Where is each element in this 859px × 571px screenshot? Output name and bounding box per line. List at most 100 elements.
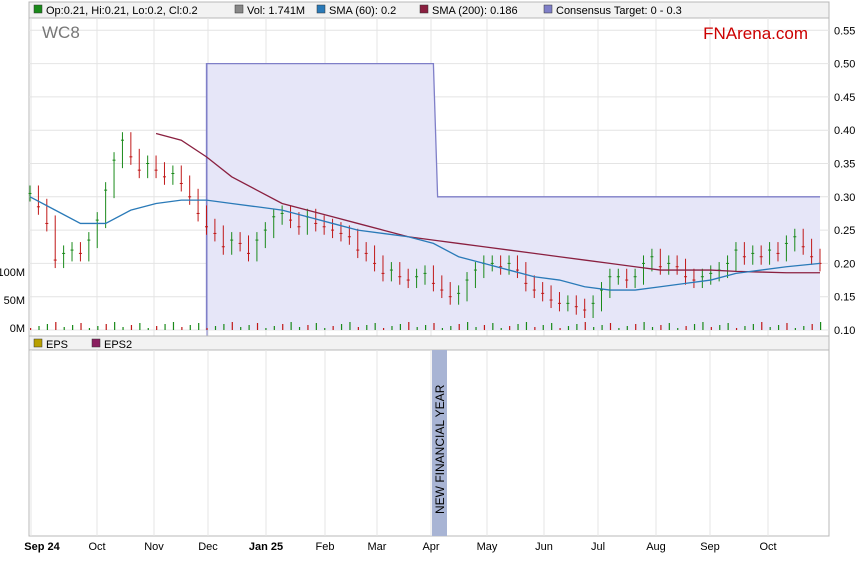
volume-bar xyxy=(374,323,376,330)
new-financial-year-label: NEW FINANCIAL YEAR xyxy=(433,384,447,514)
volume-tick-label: 100M xyxy=(0,267,25,279)
volume-bar xyxy=(382,328,385,330)
price-axis: 0.55 0.50 0.45 0.40 0.35 0.30 0.25 0.20 0.15 0.10 xyxy=(834,25,855,337)
legend-label: Consensus Target: 0 - 0.3 xyxy=(556,5,682,17)
volume-bar xyxy=(340,324,343,330)
volume-bar xyxy=(467,322,469,330)
volume-bars xyxy=(30,322,822,330)
volume-bar xyxy=(315,323,317,330)
volume-bar xyxy=(97,326,99,330)
brand-logo: FNArena.com xyxy=(703,24,808,43)
volume-bar xyxy=(441,328,444,330)
month-label: Aug xyxy=(646,541,666,553)
volume-bar xyxy=(794,328,796,330)
volume-bar xyxy=(206,328,208,330)
month-label: Nov xyxy=(144,541,164,553)
sma200-line xyxy=(155,132,820,274)
volume-bar xyxy=(248,325,250,330)
volume-bar xyxy=(240,327,242,330)
volume-bar xyxy=(181,327,183,330)
legend-swatch xyxy=(91,338,101,348)
volume-bar xyxy=(307,325,309,330)
volume-bar xyxy=(273,326,275,330)
volume-bar xyxy=(803,326,805,330)
volume-bar xyxy=(357,327,359,330)
volume-bar xyxy=(256,323,259,330)
volume-bar xyxy=(189,325,191,330)
volume-bar xyxy=(626,326,628,330)
volume-bar xyxy=(777,325,780,330)
price-tick-label: 0.50 xyxy=(834,59,855,71)
volume-bar xyxy=(223,324,225,330)
price-tick-label: 0.40 xyxy=(834,125,855,137)
volume-bar xyxy=(139,323,141,330)
volume-bar xyxy=(500,328,502,330)
volume-bar xyxy=(685,326,687,330)
volume-bar xyxy=(214,326,217,330)
volume-bar xyxy=(105,324,107,330)
volume-bar xyxy=(769,327,771,330)
volume-bar xyxy=(46,324,49,330)
volume-bar xyxy=(752,324,754,330)
legend-swatch xyxy=(234,4,244,14)
price-tick-label: 0.35 xyxy=(834,159,855,171)
top-legend: Op:0.21, Hi:0.21, Lo:0.2, Cl:0.2 Vol: 1.7… xyxy=(33,4,682,17)
legend-swatch xyxy=(33,4,43,14)
consensus-target-line xyxy=(205,62,820,330)
volume-bar xyxy=(349,322,351,330)
volume-bar xyxy=(576,324,578,330)
volume-bar xyxy=(567,326,570,330)
volume-bar xyxy=(324,328,326,330)
volume-bar xyxy=(660,325,662,330)
volume-bar xyxy=(551,323,553,330)
volume-bar xyxy=(198,323,200,330)
volume-bar xyxy=(231,322,233,330)
month-label: Feb xyxy=(316,541,335,553)
sma60-line xyxy=(29,196,821,291)
legend-swatch xyxy=(33,338,43,348)
volume-bar xyxy=(156,326,158,330)
volume-bar xyxy=(811,324,813,330)
volume-bar xyxy=(408,322,410,330)
volume-bar xyxy=(366,325,368,330)
month-label: Jan 25 xyxy=(249,541,283,553)
legend-label: Vol: 1.741M xyxy=(247,5,305,17)
price-tick-label: 0.10 xyxy=(834,325,855,337)
volume-bar xyxy=(710,327,712,330)
volume-bar xyxy=(727,323,729,330)
volume-tick-label: 50M xyxy=(4,295,25,307)
price-tick-label: 0.20 xyxy=(834,258,855,270)
volume-bar xyxy=(492,323,494,330)
volume-bar xyxy=(332,326,334,330)
month-label: Apr xyxy=(422,541,439,553)
volume-bar xyxy=(677,328,679,330)
volume-bar xyxy=(786,323,788,330)
volume-bar xyxy=(391,326,393,330)
price-tick-label: 0.30 xyxy=(834,192,855,204)
volume-bar xyxy=(744,326,746,330)
volume-bar xyxy=(525,322,528,330)
month-label: Jun xyxy=(535,541,553,553)
volume-bar xyxy=(122,327,124,330)
volume-bar xyxy=(475,327,477,330)
volume-bar xyxy=(509,326,511,330)
bottom-legend-bar xyxy=(28,335,830,351)
eps-gridlines xyxy=(30,350,769,536)
volume-bar xyxy=(702,322,704,330)
month-axis: Sep 24 Oct Nov Dec Jan 25 Feb Mar Apr May Jun Jul A… xyxy=(24,541,776,553)
volume-bar xyxy=(72,325,74,330)
volume-bar xyxy=(433,323,435,330)
volume-bar xyxy=(147,328,149,330)
volume-bar xyxy=(55,322,57,330)
volume-bar xyxy=(38,326,40,330)
volume-bar xyxy=(164,324,166,330)
volume-bar xyxy=(88,328,91,330)
consensus-target-area xyxy=(206,63,820,330)
volume-bar xyxy=(80,323,82,330)
month-label: Oct xyxy=(759,541,776,553)
price-tick-label: 0.55 xyxy=(834,25,855,37)
volume-bar xyxy=(719,325,721,330)
volume-bar xyxy=(635,324,637,330)
volume-bar xyxy=(114,322,116,330)
